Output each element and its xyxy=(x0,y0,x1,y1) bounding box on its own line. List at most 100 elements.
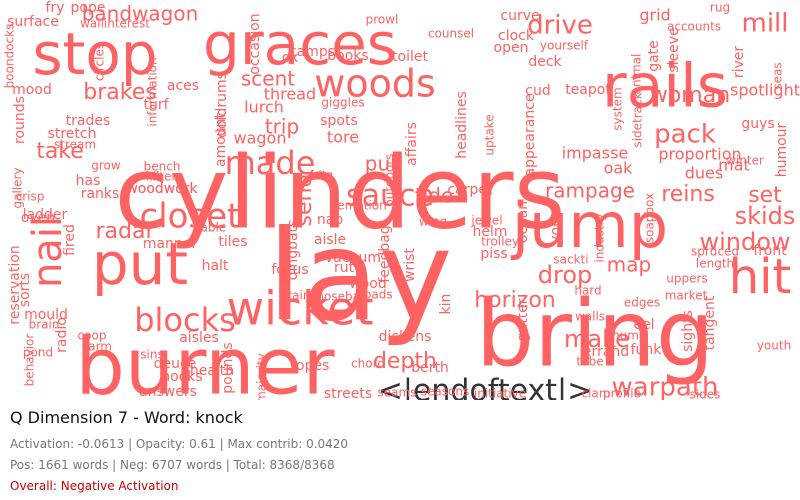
cloud-word: nosebag xyxy=(316,290,367,304)
cloud-word: dickens xyxy=(379,329,432,345)
cloud-word: headlines xyxy=(454,91,470,159)
cloud-word: manner xyxy=(143,236,198,252)
cloud-word: oven xyxy=(21,210,55,226)
cloud-word: wrist xyxy=(402,248,418,282)
cloud-word: burner xyxy=(75,322,335,400)
cloud-word: radar xyxy=(95,219,155,244)
cloud-word: streets xyxy=(324,386,372,400)
cloud-word: system xyxy=(611,87,625,130)
cloud-word: ranks xyxy=(81,186,120,202)
cloud-word: cylinders xyxy=(114,134,565,251)
cloud-word: focus xyxy=(271,262,308,278)
cloud-word: roads xyxy=(359,288,392,302)
cloud-word: errand xyxy=(583,344,629,360)
cloud-word: dues xyxy=(685,164,723,183)
cloud-word: skids xyxy=(735,202,796,230)
cloud-word: yourself xyxy=(540,39,589,53)
cloud-word: take xyxy=(36,139,84,164)
cloud-word: depth xyxy=(373,349,437,374)
cloud-word: pull xyxy=(365,152,401,176)
cloud-word: lurch xyxy=(244,98,284,117)
cloud-word: crisp xyxy=(16,190,45,204)
cloud-word: trip xyxy=(265,115,299,139)
cloud-word: sackti xyxy=(553,253,588,267)
cloud-word: ropes xyxy=(291,358,330,374)
cloud-word: map xyxy=(607,253,651,277)
cloud-word: tiles xyxy=(218,234,247,250)
cloud-word: initiative xyxy=(474,387,526,401)
cloud-word: tangent xyxy=(702,295,718,350)
cloud-word: outdoors xyxy=(383,153,397,206)
cloud-word: aisle xyxy=(314,232,346,248)
cloud-word: kilter xyxy=(146,170,177,184)
cloud-word: brakes xyxy=(83,80,156,105)
cloud-word: appearance xyxy=(522,93,538,176)
cloud-word: <|endoftext|> xyxy=(378,374,593,401)
cloud-word: closet xyxy=(140,197,241,237)
cloud-word: front xyxy=(753,243,787,259)
cloud-word: make xyxy=(564,325,630,353)
cloud-word: accounts xyxy=(667,20,721,34)
cloud-word: rails xyxy=(602,52,728,122)
cloud-word: oak xyxy=(604,159,634,178)
cloud-word: grid xyxy=(639,6,670,25)
cloud-word: wood xyxy=(349,276,386,292)
cloud-word: sorts xyxy=(17,273,33,307)
cloud-word: wing xyxy=(419,215,447,229)
cloud-word: occasion xyxy=(247,13,263,74)
cloud-word: sins xyxy=(140,348,163,362)
cloud-word: industry xyxy=(593,213,607,262)
cloud-word: spruced xyxy=(691,245,739,259)
cloud-word: circles xyxy=(93,43,107,81)
cloud-word: seasons xyxy=(421,385,469,399)
cloud-word: hooks xyxy=(161,369,202,385)
cloud-word: animal xyxy=(630,54,644,95)
cloud-word: blocks xyxy=(134,301,236,339)
cloud-word: dingbats xyxy=(285,220,301,281)
cloud-word: put xyxy=(92,230,188,298)
cloud-word: rut xyxy=(334,260,355,276)
cloud-word: length xyxy=(696,257,734,271)
cloud-word: wallinterest xyxy=(80,17,150,31)
cloud-word: deck xyxy=(528,54,562,70)
cloud-word: aisles xyxy=(179,330,219,346)
cloud-word: fritz xyxy=(309,169,333,183)
cloud-word: woman xyxy=(650,83,730,108)
cloud-word: impasse xyxy=(562,144,629,163)
cloud-word: teapot xyxy=(565,82,611,98)
cloud-word: gallery xyxy=(11,167,25,208)
cloud-word: surface xyxy=(7,14,59,30)
cloud-word: open xyxy=(494,40,529,56)
cloud-word: woodwork xyxy=(126,181,198,197)
cloud-word: brain xyxy=(29,318,60,332)
cloud-word: winter xyxy=(726,154,764,168)
cloud-word: thumb xyxy=(607,329,646,343)
cloud-word: tore xyxy=(327,128,359,147)
cloud-word: deuce xyxy=(154,356,197,372)
cloud-word: ladder xyxy=(23,207,68,223)
cloud-word: uppers xyxy=(666,272,707,286)
cloud-word: mat xyxy=(718,156,750,175)
cloud-word: pope xyxy=(71,0,106,16)
cloud-word: seas xyxy=(771,62,785,89)
cloud-word: counsel xyxy=(428,27,474,41)
cloud-word: sidetrack xyxy=(631,92,645,147)
cloud-word: jump xyxy=(510,189,668,262)
cloud-word: sights xyxy=(680,310,696,352)
cloud-word: stop xyxy=(32,20,157,88)
cloud-word: doldrums xyxy=(214,72,230,138)
cloud-word: nap xyxy=(317,212,343,228)
cloud-word: vacuum xyxy=(325,250,381,266)
cloud-word: wicket xyxy=(226,282,373,336)
cloud-word: jewel xyxy=(470,214,502,228)
cloud-word: information xyxy=(146,57,160,126)
cloud-word: profile xyxy=(603,387,641,401)
cloud-word: boondocks xyxy=(3,24,17,89)
cloud-word: funk xyxy=(631,342,663,358)
cloud-word: humour xyxy=(774,122,790,177)
cloud-word: lay xyxy=(267,204,452,349)
cloud-word: window xyxy=(699,228,790,256)
cloud-word: rampage xyxy=(545,179,635,203)
cloud-word: market xyxy=(665,289,708,303)
